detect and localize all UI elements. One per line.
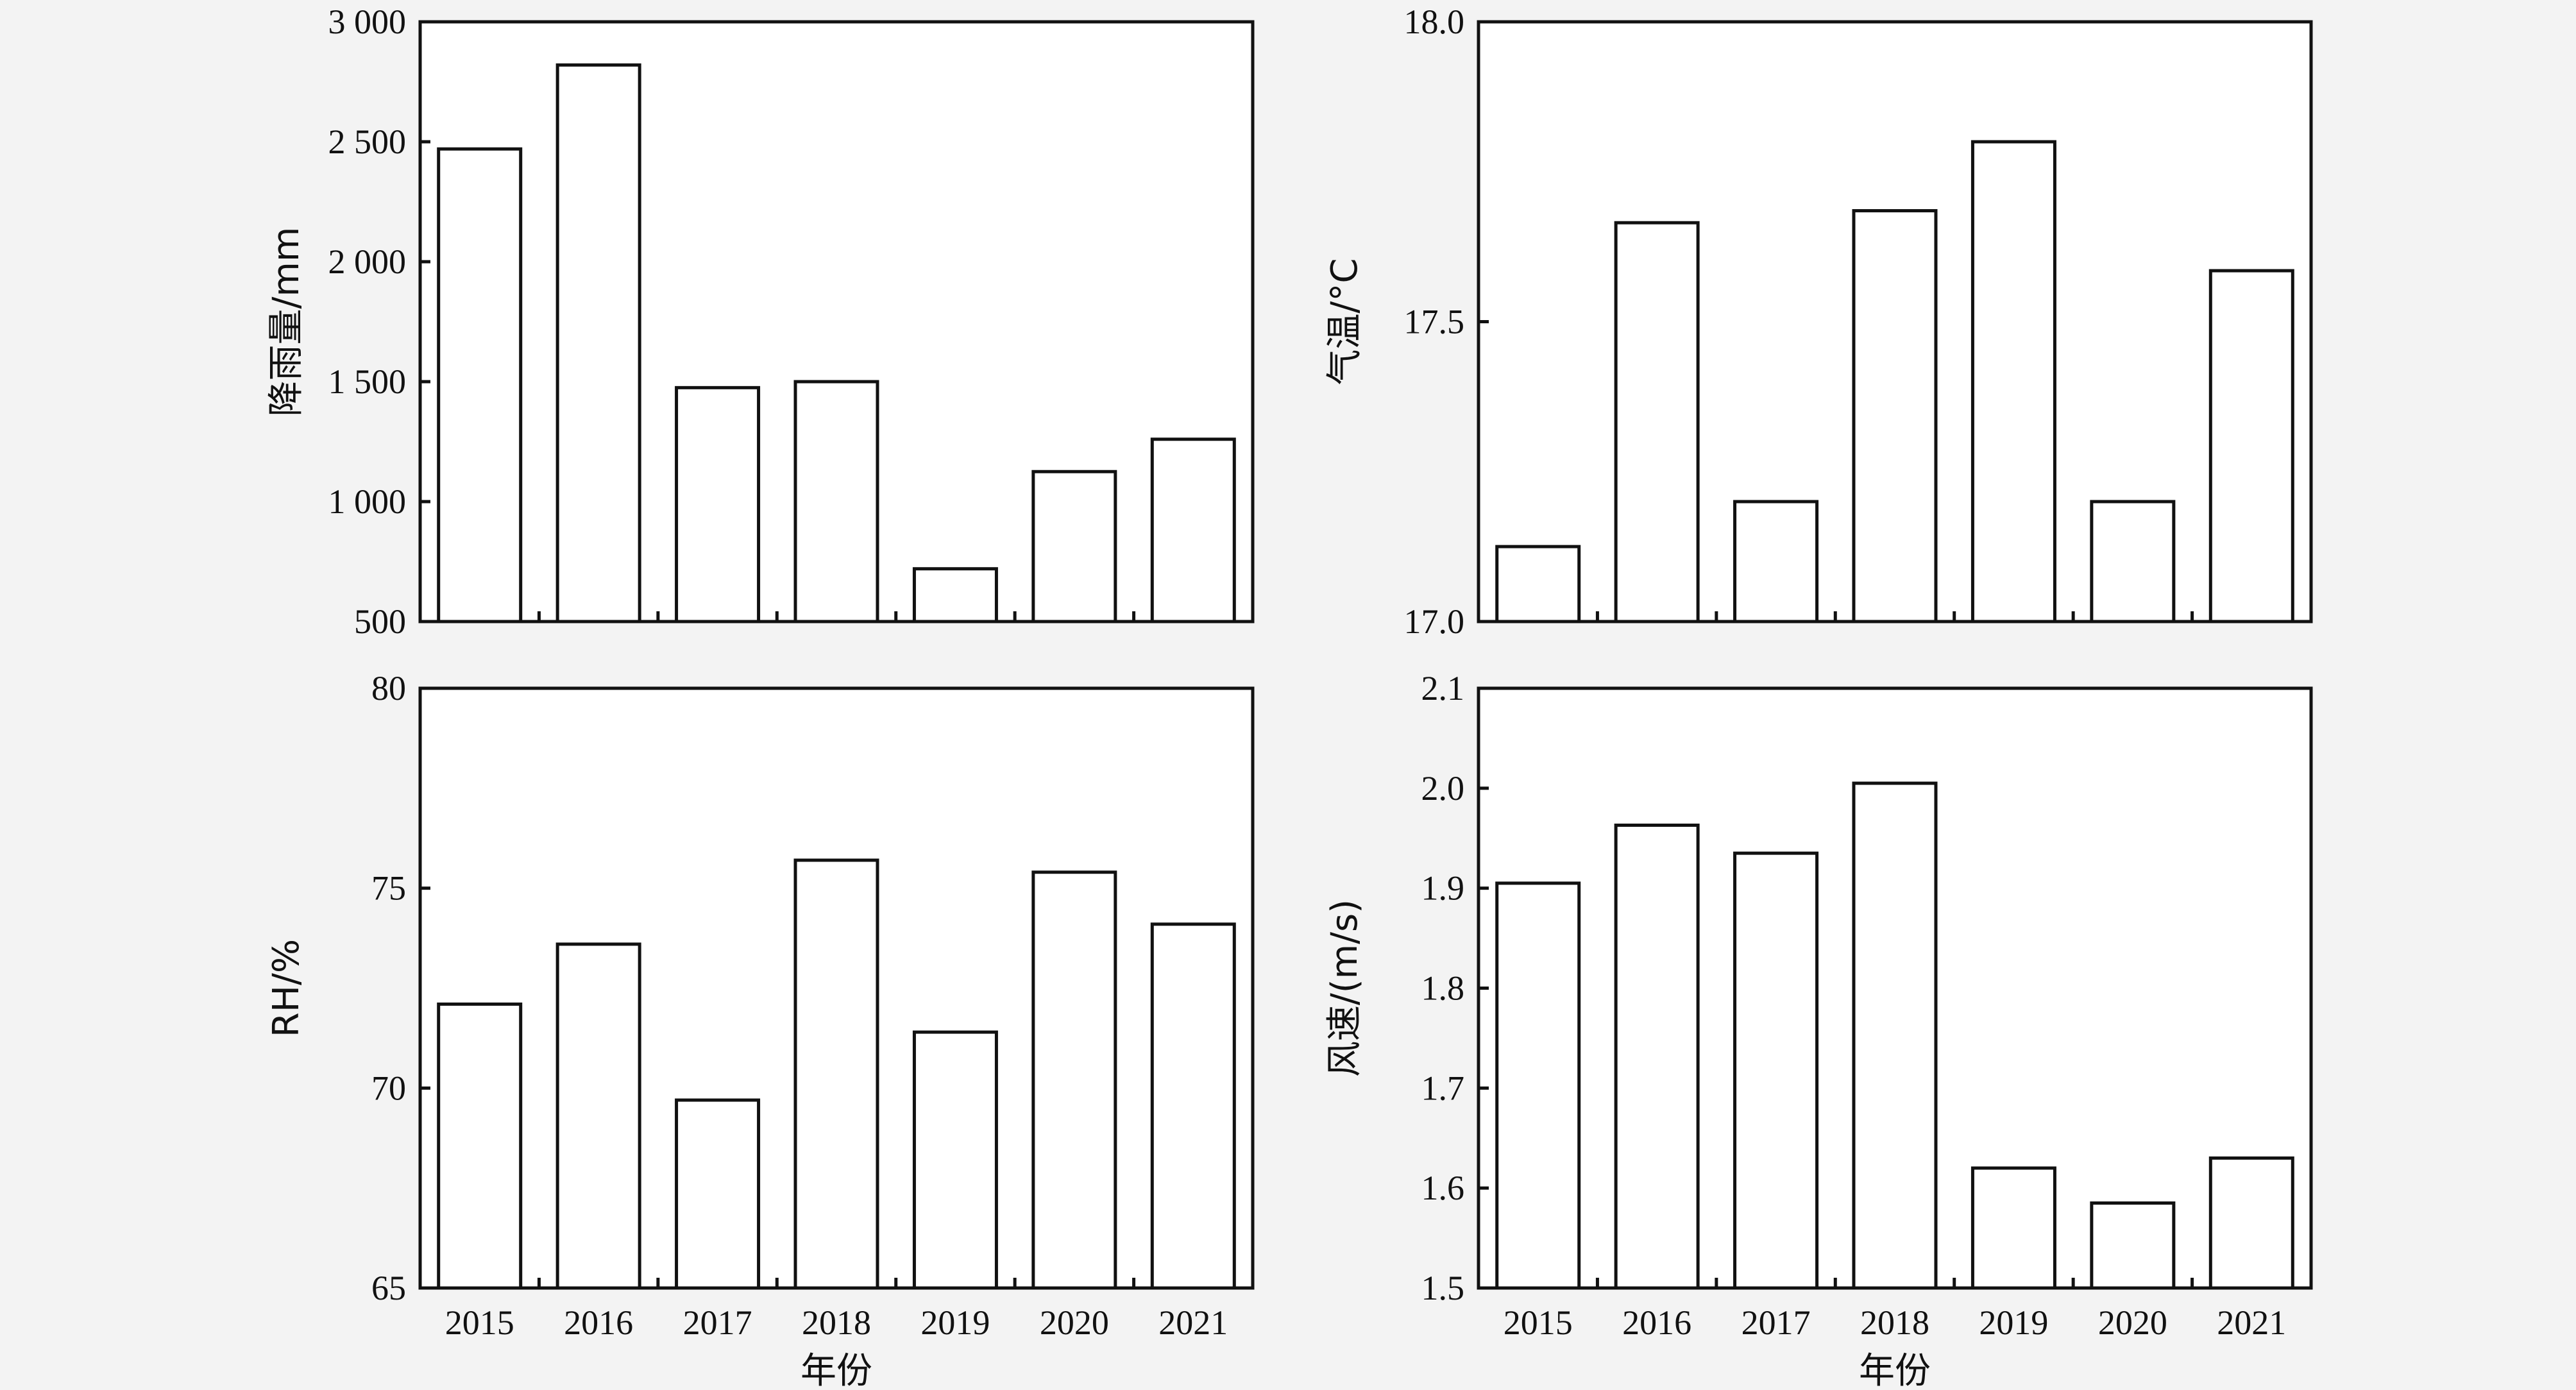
x-axis-label: 年份 [1859, 1350, 1931, 1390]
y-axis-label: RH/% [266, 939, 307, 1037]
y-tick-label: 17.0 [1404, 602, 1465, 641]
y-tick-label: 2.0 [1421, 769, 1465, 808]
x-tick-label: 2017 [683, 1303, 752, 1342]
x-tick-label: 2016 [1622, 1303, 1691, 1342]
x-tick-label: 2015 [1504, 1303, 1573, 1342]
x-tick-label: 2017 [1741, 1303, 1811, 1342]
x-tick-label: 2016 [564, 1303, 633, 1342]
bar [2208, 269, 2294, 623]
y-axis-label: 气温/°C [1324, 259, 1366, 386]
bar [1733, 500, 1819, 623]
chart-panel-rainfall: 500 1 000 1 500 2 000 2 500 3 000 降雨量/mm [266, 3, 1255, 641]
bar [912, 567, 998, 623]
y-tick-label: 17.5 [1404, 303, 1465, 341]
x-tick-label: 2019 [1979, 1303, 2048, 1342]
y-tick-label: 65 [371, 1269, 406, 1307]
x-tick-label: 2021 [1158, 1303, 1228, 1342]
bar [1970, 140, 2056, 623]
bar [1852, 781, 1938, 1290]
bar [675, 1098, 761, 1290]
x-tick-label: 2020 [2098, 1303, 2167, 1342]
bar [555, 63, 641, 623]
bar [437, 147, 523, 623]
bar [555, 942, 641, 1290]
y-tick-label: 2 500 [328, 123, 407, 161]
bar [1150, 437, 1236, 623]
bar [1031, 470, 1117, 623]
y-tick-label: 1 000 [328, 482, 407, 521]
bar [1852, 209, 1938, 623]
y-tick-label: 80 [371, 669, 406, 708]
y-tick-label: 2.1 [1421, 669, 1465, 708]
y-tick-label: 1.8 [1421, 969, 1465, 1008]
bar [2090, 1201, 2176, 1290]
y-tick-label: 1.5 [1421, 1269, 1465, 1307]
y-tick-label: 1.7 [1421, 1069, 1465, 1107]
y-tick-label: 2 000 [328, 242, 407, 281]
bar [793, 858, 879, 1290]
bar [1495, 881, 1581, 1290]
bar [437, 1002, 523, 1290]
y-tick-label: 70 [371, 1069, 406, 1107]
bar [793, 380, 879, 623]
chart-panel-temperature: 17.0 17.5 18.0 气温/°C [1324, 3, 2313, 641]
x-tick-label: 2020 [1040, 1303, 1109, 1342]
x-tick-label: 2015 [445, 1303, 514, 1342]
bar [1031, 870, 1117, 1290]
x-axis-label: 年份 [801, 1350, 872, 1390]
y-tick-label: 1 500 [328, 362, 407, 401]
bar [675, 386, 761, 623]
bar [912, 1030, 998, 1290]
x-tick-label: 2018 [802, 1303, 871, 1342]
y-tick-label: 1.6 [1421, 1169, 1465, 1207]
bar [2208, 1156, 2294, 1290]
bar [1614, 823, 1700, 1290]
x-tick-label: 2019 [920, 1303, 990, 1342]
bar [1150, 922, 1236, 1290]
y-tick-label: 500 [354, 602, 406, 641]
y-axis-label: 降雨量/mm [266, 227, 307, 417]
bar [1495, 545, 1581, 623]
y-tick-label: 18.0 [1404, 3, 1465, 41]
bar [1733, 851, 1819, 1290]
chart-panel-humidity: 65 70 75 80 2015 2016 2017 2018 2019 2020 2021 RH/%… [266, 669, 1255, 1390]
y-tick-label: 75 [371, 869, 406, 908]
y-tick-label: 3 000 [328, 3, 407, 41]
bar [2090, 500, 2176, 623]
y-axis-label: 风速/(m/s) [1324, 899, 1366, 1077]
chart-panel-wind-speed: 1.5 1.6 1.7 1.8 1.9 2.0 2.1 2015 2016 2017 2018 201… [1324, 669, 2313, 1390]
bar [1614, 221, 1700, 623]
x-tick-label: 2018 [1860, 1303, 1929, 1342]
x-tick-label: 2021 [2217, 1303, 2286, 1342]
bar [1970, 1166, 2056, 1290]
y-tick-label: 1.9 [1421, 869, 1465, 908]
